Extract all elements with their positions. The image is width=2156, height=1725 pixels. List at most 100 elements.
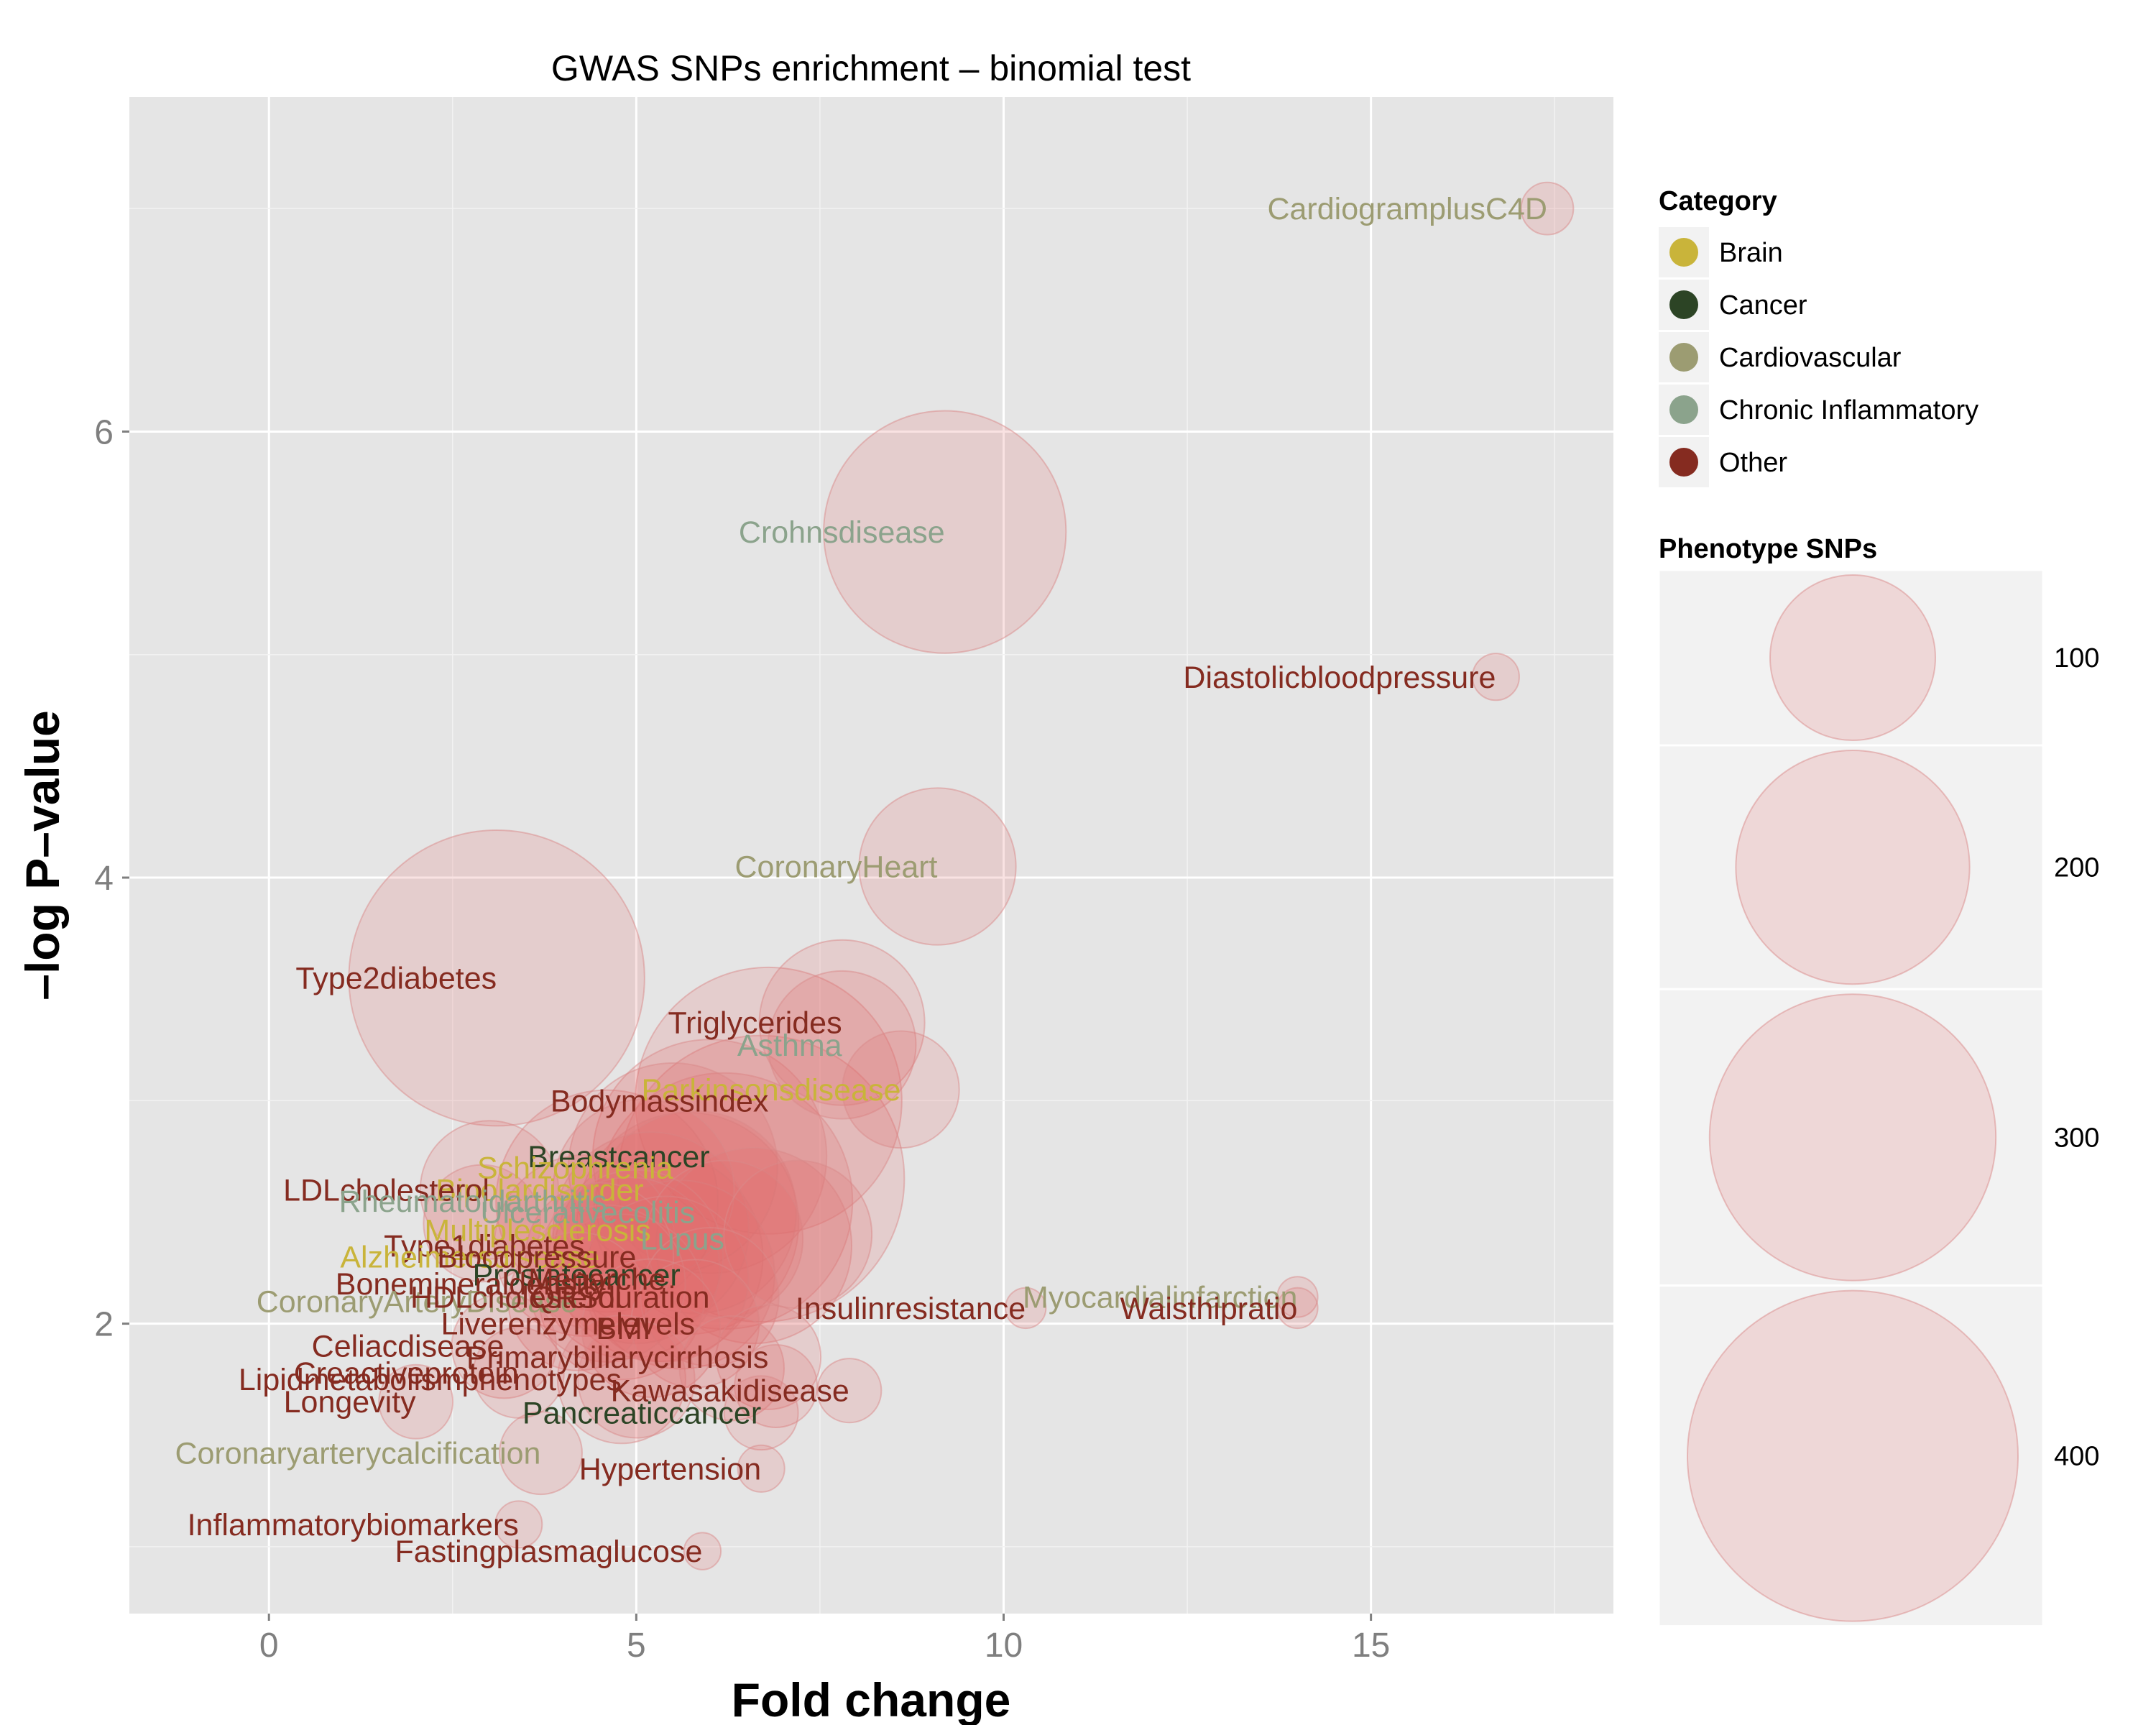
- bubble-point: [823, 410, 1067, 654]
- size-key-circle: [1687, 1289, 2019, 1622]
- bubble-point: [842, 1030, 960, 1149]
- x-tick-label: 15: [1352, 1627, 1390, 1665]
- point-label: Rheumatoidarthritis: [339, 1184, 607, 1219]
- legend-key-dot: [1669, 448, 1698, 477]
- bubble-point: [723, 1159, 873, 1310]
- point-label: LDLcholesterol: [283, 1173, 489, 1208]
- legend-category-label: Cardiovascular: [1719, 343, 1902, 373]
- size-key-box: [1657, 744, 2045, 990]
- y-axis-title: –log P–value: [16, 710, 69, 1000]
- point-label: Waisthipratio: [1120, 1292, 1297, 1326]
- point-label: HDLcholesterol: [410, 1280, 622, 1315]
- grid-lines: [129, 97, 1613, 1614]
- point-label: Hypertension: [579, 1452, 761, 1486]
- size-key-circle: [1708, 993, 1997, 1282]
- bubble-point: [816, 1358, 883, 1424]
- point-label: Asthma: [737, 1029, 842, 1063]
- x-tick-label: 0: [259, 1627, 279, 1665]
- size-key-label: 300: [2054, 1123, 2099, 1153]
- bubble-point: [858, 787, 1017, 946]
- bubble-point: [494, 1500, 543, 1549]
- bubble-point: [678, 1315, 785, 1422]
- point-label: Insulinresistance: [796, 1292, 1026, 1326]
- point-label: CoronaryArteryDisease: [257, 1285, 578, 1320]
- point-label: Diastolicbloodpressure: [1183, 661, 1496, 695]
- point-label: Liverenzymelevels: [441, 1307, 695, 1342]
- legend-key-dot: [1669, 238, 1698, 267]
- point-label: Coronaryarterycalcification: [175, 1437, 540, 1471]
- point-label: Creactiveprotein: [294, 1356, 519, 1391]
- size-key-box: [1657, 988, 2045, 1287]
- plot-panel: [129, 97, 1613, 1614]
- point-label: Celiacdisease: [312, 1330, 505, 1364]
- point-label: Lupus: [640, 1223, 724, 1257]
- y-tick-label: 4: [94, 860, 114, 898]
- legend-category-label: Cancer: [1719, 290, 1807, 321]
- point-label: Pancreaticcancer: [522, 1397, 761, 1431]
- size-key-circle: [1735, 750, 1971, 985]
- point-label: Alzheimersdisease: [340, 1241, 599, 1275]
- bubble-point: [525, 1182, 675, 1332]
- size-key-box: [1657, 569, 2045, 747]
- chart-title: GWAS SNPs enrichment – binomial test: [551, 48, 1191, 88]
- point-label: Crohnsdisease: [739, 515, 945, 550]
- y-tick-label: 2: [94, 1306, 114, 1344]
- bubble-point: [737, 1444, 786, 1493]
- bubble-point: [577, 1320, 696, 1439]
- point-label: Inflammatorybiomarkers: [188, 1508, 519, 1542]
- point-label: BMI: [596, 1312, 650, 1346]
- point-label: Triglycerides: [668, 1006, 842, 1041]
- bubble-point: [683, 1532, 722, 1570]
- point-label: Bloodpressure: [437, 1241, 636, 1275]
- bubble-point: [348, 829, 645, 1127]
- bubble-point: [715, 1304, 822, 1410]
- point-label: Longevity: [284, 1385, 417, 1420]
- point-label: Prostatecancer: [473, 1258, 681, 1292]
- point-label: Myocardialinfarction: [1023, 1280, 1297, 1315]
- size-legend-title: Phenotype SNPs: [1659, 534, 1877, 564]
- bubble-point: [1520, 181, 1575, 236]
- point-label: Ulcerativecolitis: [480, 1195, 695, 1230]
- point-label: Type1diabetes: [384, 1229, 585, 1264]
- point-label: Parkinsonsdisease: [641, 1073, 900, 1108]
- legend-category-label: Brain: [1719, 238, 1783, 268]
- bubble-point: [758, 939, 926, 1106]
- bubble-point: [723, 1375, 799, 1451]
- point-label: CoronaryHeart: [735, 850, 938, 885]
- bubble-point: [593, 1110, 797, 1315]
- bubble-point: [767, 970, 917, 1120]
- size-key-label: 100: [2054, 643, 2099, 673]
- point-label: QRSduration: [531, 1280, 710, 1315]
- bubble-point: [507, 1231, 648, 1371]
- bubble-point: [495, 1089, 719, 1313]
- bubble-point: [423, 1164, 542, 1283]
- bubble-point: [1471, 653, 1520, 702]
- bubble-point: [591, 1039, 828, 1274]
- point-label: Schizophrenia: [477, 1151, 673, 1185]
- axis-ticks: 0 5 10 15 2 4 6: [94, 413, 1390, 1665]
- bubble-point: [634, 966, 903, 1235]
- bubble-point: [1276, 1287, 1319, 1330]
- bubble-point: [378, 1363, 454, 1440]
- point-label: Bonemineraldensity: [336, 1267, 607, 1302]
- point-label: Lipidmetabolismphenotypes: [239, 1363, 622, 1397]
- bubble-point: [655, 1146, 853, 1345]
- bubble-point: [556, 1315, 687, 1445]
- bubble-point: [419, 1120, 560, 1260]
- point-label: Breastcancer: [528, 1140, 709, 1174]
- bubble-point: [451, 1292, 558, 1399]
- legend-key-dot: [1669, 343, 1698, 372]
- point-label: Multiplesclerosis: [424, 1213, 650, 1248]
- bubble-point: [581, 1258, 722, 1399]
- size-key-label: 400: [2054, 1442, 2099, 1472]
- x-tick-label: 5: [627, 1627, 646, 1665]
- bubble-point: [582, 1195, 750, 1363]
- bubble-point: [1005, 1287, 1047, 1330]
- bubble-point: [498, 1411, 583, 1496]
- bubbles: [348, 181, 1575, 1570]
- legend-key-dot: [1669, 395, 1698, 424]
- size-legend: Phenotype SNPs 100 200 300 400: [1657, 534, 2099, 1628]
- bubble-point: [1276, 1276, 1319, 1318]
- point-label: Fastingplasmaglucose: [395, 1535, 703, 1569]
